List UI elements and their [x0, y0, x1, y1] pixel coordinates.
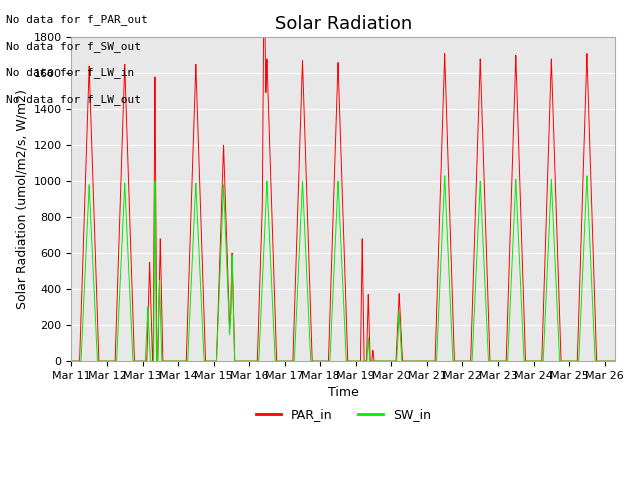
X-axis label: Time: Time	[328, 386, 359, 399]
Text: No data for f_LW_in: No data for f_LW_in	[6, 67, 134, 78]
Text: No data for f_PAR_out: No data for f_PAR_out	[6, 14, 148, 25]
Text: No data for f_SW_out: No data for f_SW_out	[6, 41, 141, 52]
Text: No data for f_LW_out: No data for f_LW_out	[6, 94, 141, 105]
Title: Solar Radiation: Solar Radiation	[275, 15, 412, 33]
Y-axis label: Solar Radiation (umol/m2/s, W/m2): Solar Radiation (umol/m2/s, W/m2)	[15, 89, 28, 309]
Legend: PAR_in, SW_in: PAR_in, SW_in	[251, 403, 436, 426]
